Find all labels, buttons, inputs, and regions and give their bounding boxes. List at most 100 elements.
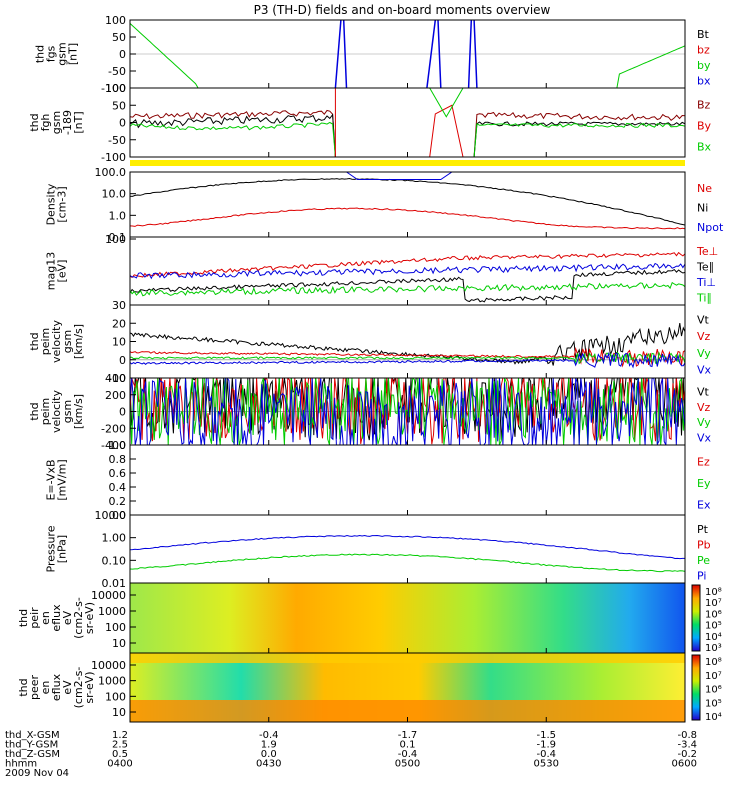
series-Ti-perp: [130, 262, 685, 280]
ephemeris-label: thd_Z-GSM: [5, 749, 60, 760]
ylabel-ion_spec: en: [39, 611, 52, 625]
plot-area-density: [130, 172, 685, 230]
legend-density: Ne: [697, 182, 712, 195]
ytick-label-vel_e: 10: [112, 336, 126, 349]
frame-pressure: [129, 514, 686, 584]
ephemeris-value: -1.5: [536, 730, 556, 741]
ylabel-ele_spec: peer: [28, 675, 41, 701]
ytick-label-ele_spec: 10000: [91, 659, 126, 672]
ylabel-ion_spec: (cm2-s-: [72, 597, 85, 639]
panels: 100500-50-100thdfgsgsm[nT]Btbzbybx100500…: [17, 14, 724, 723]
spectrogram-ion_spec: [130, 583, 685, 653]
ylabel-ele_spec: (cm2-s-: [72, 667, 85, 709]
series-by-early: [130, 23, 685, 88]
ephemeris-value: -0.8: [677, 730, 697, 741]
ytick-label-fgs: -50: [108, 65, 126, 78]
ylabel-ele_spec: sr-eV): [83, 671, 96, 703]
ytick-label-fgs: 100: [105, 14, 126, 27]
ytick-label-ion_spec: 1000: [98, 605, 126, 618]
figure-title: P3 (TH-D) fields and on-board moments ov…: [254, 3, 551, 17]
legend-temp: Te⊥: [696, 245, 718, 258]
ephemeris-value: 0400: [107, 759, 132, 770]
panel-density: 100.0 10.0 1.0 0.1 Density[cm-3] Ne Ni Npot: [45, 166, 724, 244]
series-Ti-par: [130, 281, 685, 297]
legend-density: Ni: [697, 202, 708, 215]
ylabel-fgs: thd: [34, 45, 47, 63]
ytick-label-efield: 0.8: [109, 453, 127, 466]
frame-temp: [129, 236, 686, 306]
legend-vel_i: Vz: [697, 401, 711, 414]
legend-pressure: Pe: [697, 554, 710, 567]
series-bx-burst: [473, 20, 478, 88]
ytick-label-ion_spec: 10: [112, 637, 126, 650]
ephemeris-label: hhmm: [5, 759, 37, 770]
ylabel-density: [cm-3]: [56, 186, 69, 222]
ylabel-efield: [mV/m]: [56, 459, 69, 500]
ylabel-vel_i: velocity: [50, 390, 63, 433]
series-bx-burst: [426, 20, 437, 88]
ytick-label-vel_i: -200: [101, 422, 126, 435]
ytick-label-efield: 1.0: [109, 439, 127, 452]
ylabel-ion_spec: eflux: [50, 604, 63, 632]
series-Bz: [130, 109, 685, 157]
ytick-label-efield: 0.4: [109, 481, 127, 494]
panel-pressure: 10.00 1.00 0.10 0.01 Pressure[nPa] Pt Pb Pe Pi: [45, 509, 711, 590]
series-Pe: [130, 553, 685, 573]
legend-temp: Ti⊥: [696, 276, 716, 289]
series-Vz: [130, 346, 685, 368]
ylabel-density: Density: [45, 183, 58, 225]
ephemeris-value: -0.4: [259, 730, 279, 741]
ytick-label-vel_i: 400: [105, 372, 126, 385]
series-Vy: [130, 351, 685, 365]
ylabel-fgs: fgs: [45, 45, 58, 62]
colorbar-label-ion_spec: 10³: [705, 643, 722, 654]
plot-area-vel_i: [130, 378, 685, 445]
ytick-label-density: 1.0: [109, 209, 127, 222]
ytick-label-density: 100.0: [95, 166, 127, 179]
legend-fgh: By: [697, 120, 712, 133]
ephemeris-label: thd_X-GSM: [5, 730, 60, 741]
plot-area-pressure: [130, 534, 685, 573]
ylabel-ele_spec: eV: [61, 680, 74, 695]
ylabel-vel_e: thd: [28, 332, 41, 350]
ephemeris-value: 0430: [256, 759, 281, 770]
ytick-label-pressure: 10.00: [95, 509, 127, 522]
series-by-late: [130, 45, 685, 88]
ylabel-fgh: [nT]: [72, 111, 85, 133]
colorbar-label-ele_spec: 10⁶: [705, 685, 722, 696]
ephemeris-label: 2009 Nov 04: [5, 768, 69, 779]
legend-vel_e: Vt: [697, 313, 710, 326]
colorbar-label-ele_spec: 10⁴: [705, 712, 722, 723]
ylabel-fgs: gsm: [56, 42, 69, 65]
legend-pressure: Pb: [697, 538, 711, 551]
legend-fgs: bx: [697, 74, 711, 87]
ylabel-ele_spec: eflux: [50, 673, 63, 701]
ephemeris-value: 0500: [395, 759, 420, 770]
series-Ne: [130, 207, 685, 230]
ylabel-efield: E=-VxB: [45, 459, 58, 500]
plot-area-fgh: [130, 88, 685, 157]
ytick-label-fgh: -50: [108, 134, 126, 147]
ytick-label-fgs: 0: [119, 48, 126, 61]
ephemeris-value: 1.9: [261, 740, 277, 751]
ylabel-vel_i: [km/s]: [72, 394, 85, 429]
legend-efield: Ex: [697, 498, 711, 511]
ytick-label-ion_spec: 10000: [91, 589, 126, 602]
ytick-label-pressure: 0.10: [102, 554, 127, 567]
ytick-label-pressure: 0.01: [102, 577, 127, 590]
ylabel-fgh: gsm: [50, 111, 63, 134]
ephemeris-value: 0530: [534, 759, 559, 770]
spectrogram-band-top: [130, 653, 685, 663]
series-bx-burst: [467, 20, 473, 88]
ephemeris-value: -0.4: [536, 749, 556, 760]
series-Bt: [130, 113, 685, 157]
ylabel-vel_e: peim: [39, 328, 52, 356]
ylabel-pressure: [nPa]: [56, 535, 69, 563]
ylabel-temp: [eV]: [56, 260, 69, 283]
ylabel-temp: mag13: [45, 252, 58, 290]
series-bx-burst: [342, 20, 348, 88]
